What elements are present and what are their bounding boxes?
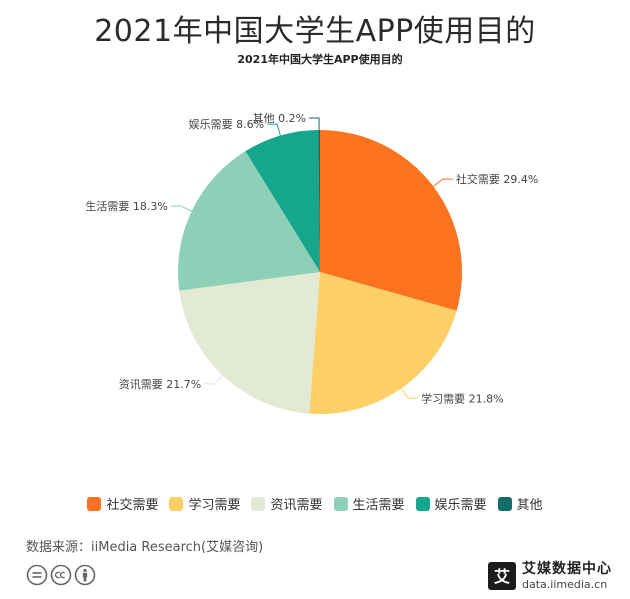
brand-url: data.iimedia.cn	[522, 578, 608, 591]
legend-label: 娱乐需要	[434, 498, 487, 513]
license-icons	[26, 564, 96, 586]
pie-leader-line	[170, 205, 192, 212]
pie-data-label: 社交需要 29.4%	[456, 172, 538, 186]
legend-swatch	[169, 496, 184, 511]
legend-item: 娱乐需要	[415, 494, 487, 513]
iimedia-logo-icon: 艾	[488, 562, 516, 590]
pie-slice	[309, 272, 457, 414]
legend-swatch	[497, 496, 512, 511]
pie-slice	[179, 272, 320, 414]
pie-slice	[178, 151, 320, 291]
pie-leader-line	[400, 388, 419, 399]
pie-data-label: 学习需要 21.8%	[421, 391, 503, 405]
legend-swatch	[251, 496, 266, 511]
legend-label: 生活需要	[352, 498, 405, 513]
pie-leader-line	[267, 123, 281, 136]
pie-chart: 2021年中国大学生APP使用目的 社交需要 29.4% 学习需要 21.8% 资讯…	[85, 52, 538, 414]
pie-data-label: 生活需要 18.3%	[85, 199, 167, 213]
pie-slices	[178, 130, 462, 414]
legend-label: 资讯需要	[270, 498, 323, 513]
source-note: 数据来源：iiMedia Research(艾媒咨询)	[26, 540, 264, 555]
pie-leader-line	[204, 374, 223, 385]
main-title: 2021年中国大学生APP使用目的	[94, 14, 536, 49]
pie-data-label: 娱乐需要 8.6%	[189, 117, 264, 131]
pie-data-label: 资讯需要 21.7%	[119, 378, 201, 391]
creative-commons-icon	[50, 564, 72, 586]
legend-item: 社交需要	[87, 494, 158, 513]
attribution-person-icon	[74, 564, 96, 586]
pie-data-labels: 社交需要 29.4% 学习需要 21.8% 资讯需要 21.7% 生活需要 18.3%…	[85, 112, 538, 405]
brand-name: 艾媒数据中心	[522, 561, 612, 577]
chart-legend: 社交需要 学习需要 资讯需要 生活需要 娱乐需要 其他	[0, 494, 630, 513]
legend-item: 生活需要	[333, 494, 405, 513]
chart-title: 2021年中国大学生APP使用目的	[237, 52, 402, 66]
legend-swatch	[415, 496, 430, 511]
legend-item: 其他	[497, 494, 543, 513]
legend-label: 社交需要	[106, 498, 159, 513]
pie-leader-lines	[170, 117, 453, 399]
brand-block: 艾 艾媒数据中心 data.iimedia.cn	[488, 562, 612, 590]
pie-leader-line	[432, 178, 453, 187]
legend-swatch	[87, 496, 102, 511]
legend-label: 学习需要	[188, 498, 241, 513]
legend-item: 学习需要	[169, 494, 240, 513]
svg-text:艾: 艾	[494, 567, 510, 586]
pie-data-label: 其他 0.2%	[253, 112, 306, 125]
legend-label: 其他	[516, 498, 543, 513]
legend-swatch	[333, 496, 348, 511]
pie-leader-line	[309, 117, 320, 131]
equals-icon	[26, 564, 48, 586]
legend-item: 资讯需要	[251, 494, 323, 513]
pie-slice	[245, 130, 320, 272]
pie-slice	[320, 130, 462, 311]
pie-slice	[318, 130, 320, 272]
